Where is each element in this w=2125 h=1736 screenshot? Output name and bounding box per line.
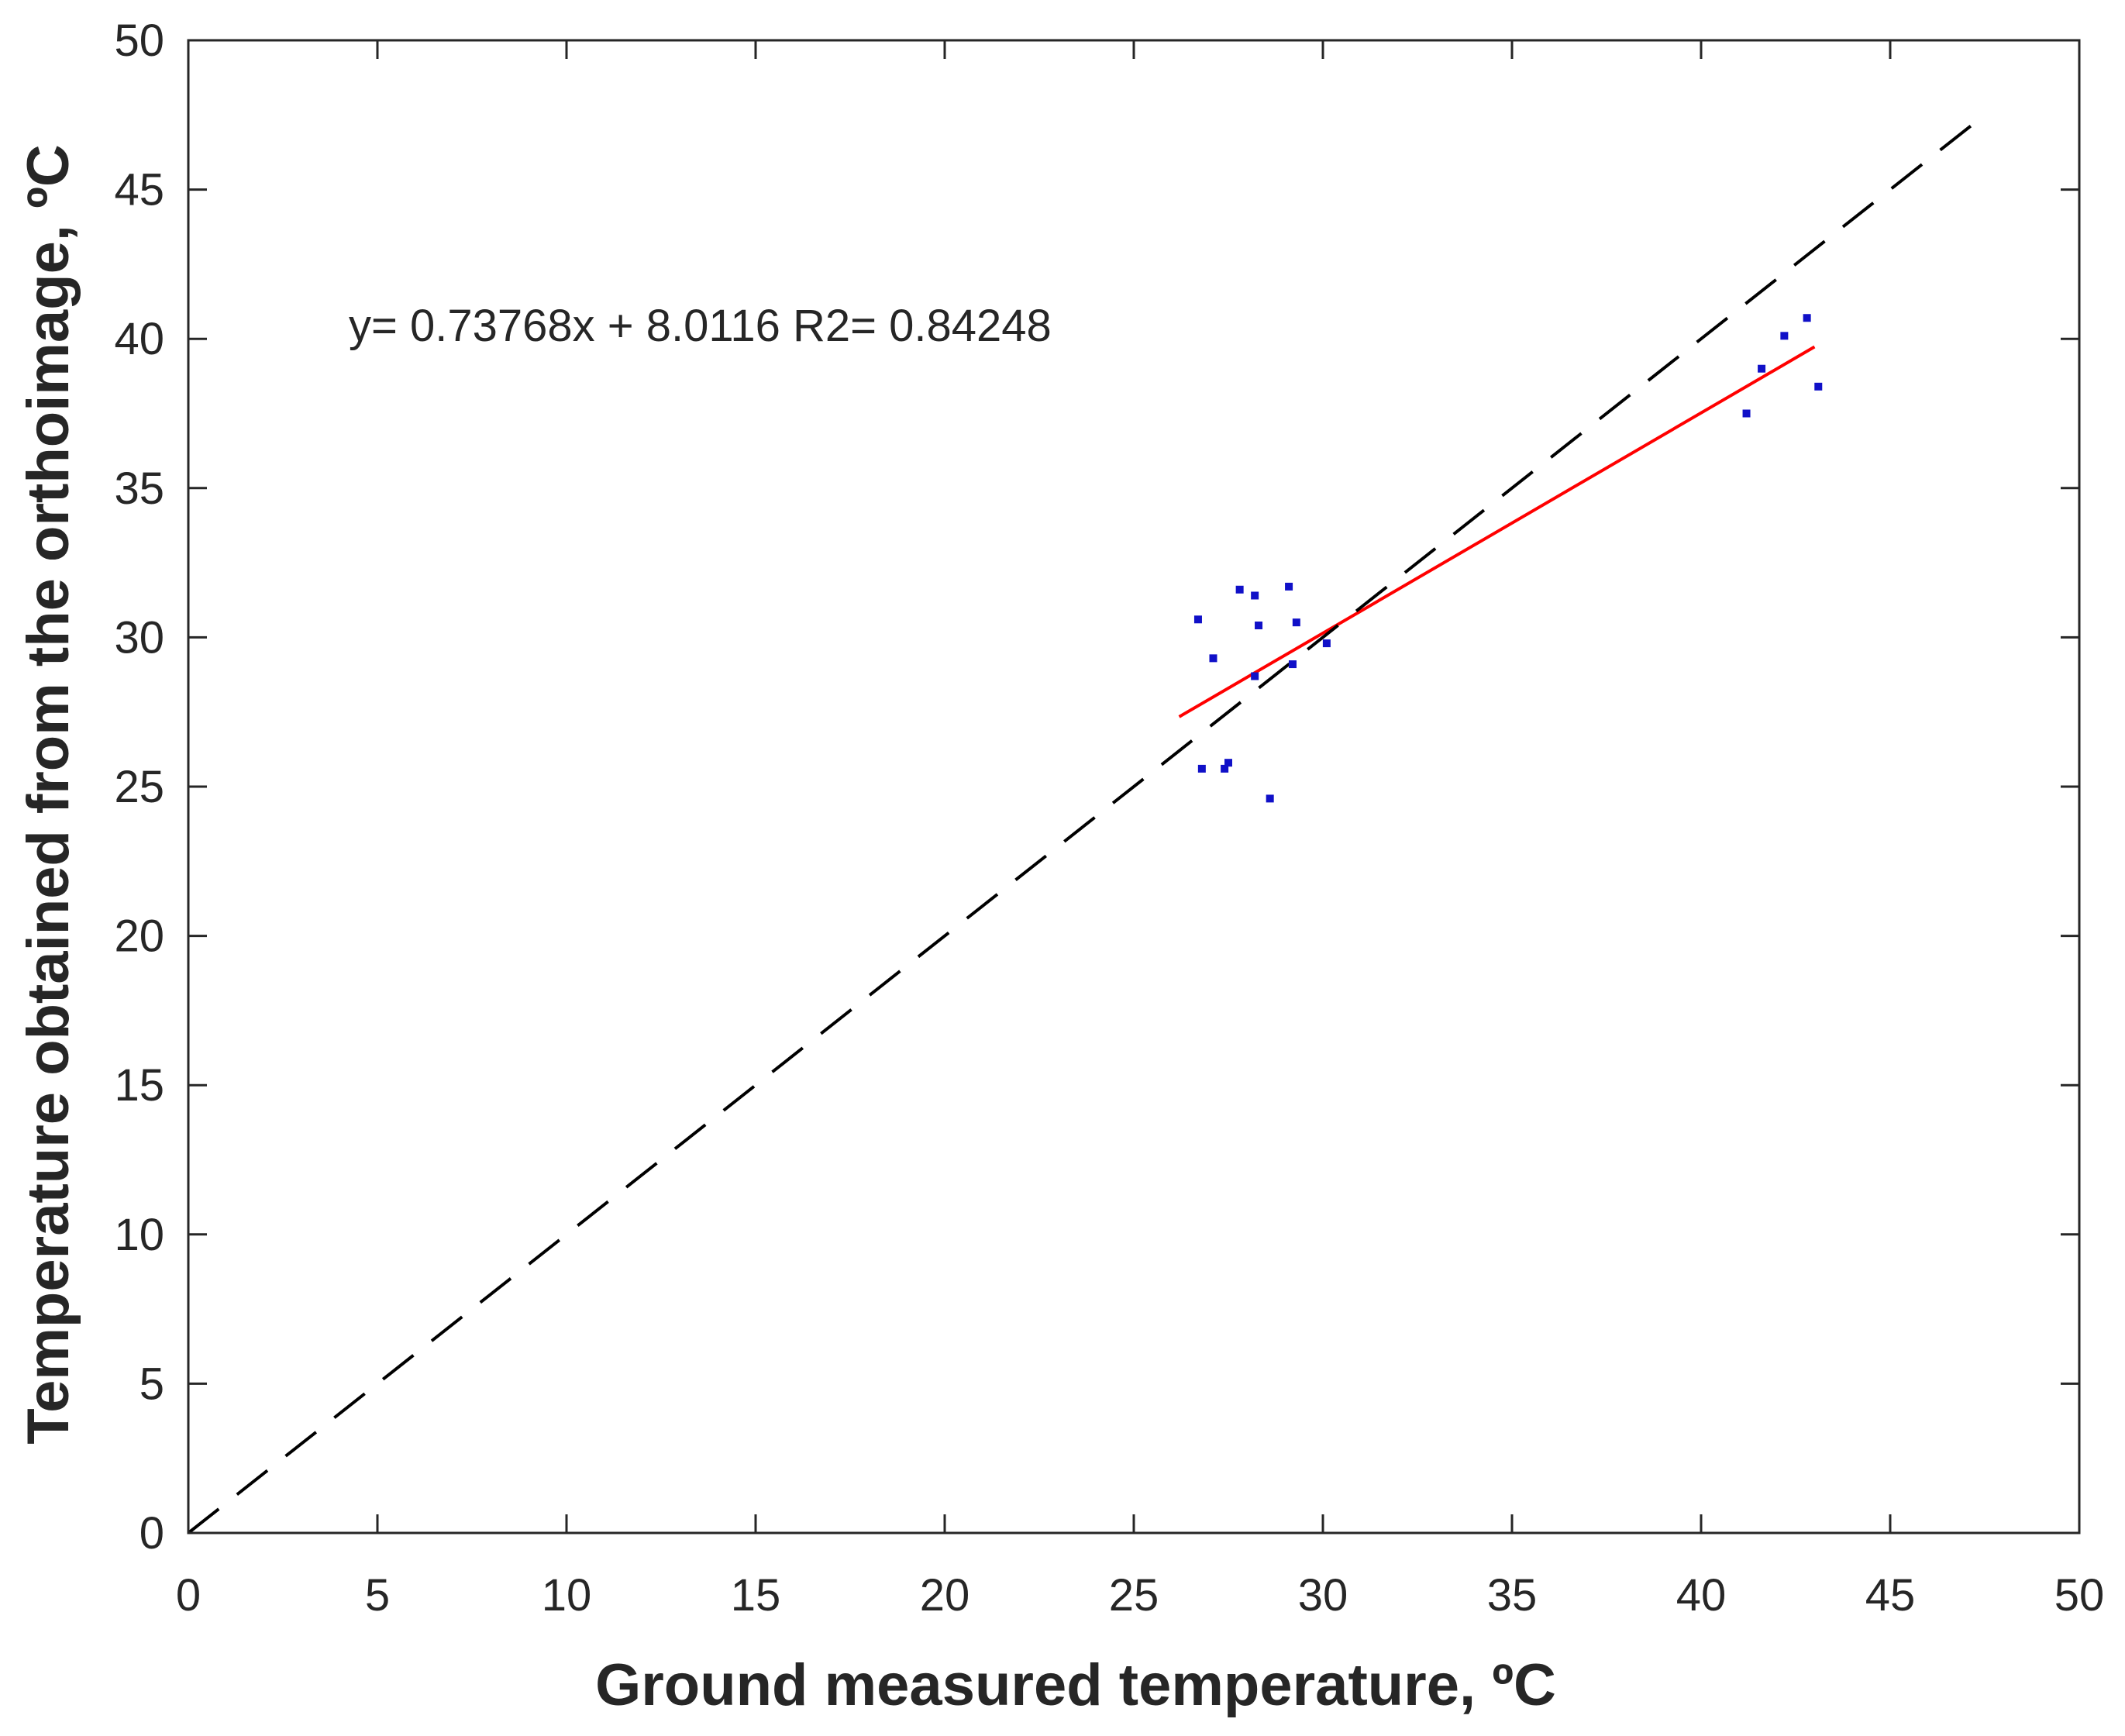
- data-point: [1285, 582, 1293, 591]
- data-point: [1193, 615, 1202, 624]
- axis-ticks: 0 5 10 15 20 25 30 35 40 45 50 0 5 10 15 20 25 30 35 40 45 50: [114, 16, 2104, 1621]
- x-tick-label: 5: [365, 1570, 390, 1621]
- identity-line: [187, 119, 1979, 1534]
- y-tick-label: 15: [114, 1060, 164, 1111]
- x-tick-label: 15: [731, 1570, 781, 1621]
- x-tick-label: 45: [1865, 1570, 1916, 1621]
- x-tick-label: 20: [920, 1570, 970, 1621]
- data-point: [1251, 591, 1259, 600]
- x-tick-label: 30: [1298, 1570, 1348, 1621]
- regression-line: [1178, 345, 1816, 718]
- y-tick-label: 40: [114, 314, 164, 364]
- y-tick-label: 20: [114, 911, 164, 962]
- data-point: [1221, 764, 1229, 773]
- y-axis-label: Temperature obtained from the orthoimage…: [15, 144, 81, 1444]
- data-point: [1266, 794, 1274, 803]
- data-point: [1224, 759, 1232, 767]
- data-point: [1780, 332, 1789, 340]
- data-point: [1758, 364, 1766, 373]
- y-tick-label: 10: [114, 1210, 164, 1260]
- data-point: [1251, 672, 1259, 680]
- x-tick-label: 25: [1109, 1570, 1159, 1621]
- data-point: [1322, 639, 1331, 648]
- y-tick-label: 0: [139, 1508, 164, 1559]
- data-marks: [187, 119, 1979, 1534]
- data-point: [1742, 409, 1751, 418]
- y-tick-label: 25: [114, 762, 164, 812]
- x-tick-label: 10: [542, 1570, 592, 1621]
- x-tick-label: 0: [176, 1570, 201, 1621]
- data-point: [1803, 314, 1811, 322]
- x-tick-label: 50: [2054, 1570, 2105, 1621]
- y-tick-label: 50: [114, 16, 164, 66]
- data-point: [1209, 654, 1217, 663]
- data-point: [1235, 585, 1244, 594]
- x-axis-label: Ground measured temperature, ºC: [595, 1652, 1556, 1718]
- data-point: [1288, 660, 1297, 669]
- y-tick-label: 45: [114, 165, 164, 215]
- data-point: [1255, 621, 1263, 629]
- y-tick-label: 5: [139, 1359, 164, 1409]
- x-tick-label: 35: [1487, 1570, 1538, 1621]
- data-point: [1814, 382, 1823, 391]
- data-point: [1292, 618, 1300, 627]
- y-tick-label: 30: [114, 612, 164, 663]
- x-tick-label: 40: [1676, 1570, 1727, 1621]
- data-point: [1197, 764, 1206, 773]
- regression-equation: y= 0.73768x + 8.0116 R2= 0.84248: [349, 301, 1052, 351]
- y-tick-label: 35: [114, 463, 164, 514]
